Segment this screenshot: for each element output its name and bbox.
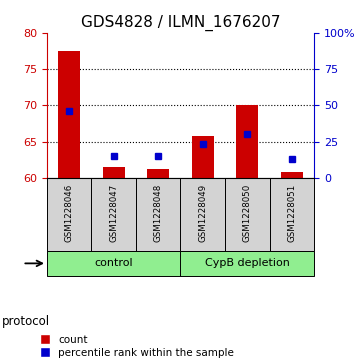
Text: CypB depletion: CypB depletion [205, 258, 290, 268]
Bar [270, 178, 314, 251]
Bar [47, 251, 180, 276]
Bar [280, 172, 303, 178]
Text: control: control [95, 258, 133, 268]
Bar [236, 105, 258, 178]
Text: GSM1228048: GSM1228048 [154, 184, 163, 242]
Text: GSM1228051: GSM1228051 [287, 184, 296, 242]
Bar [91, 178, 136, 251]
Bar [192, 136, 214, 178]
Bar [58, 51, 80, 178]
Bar [225, 178, 270, 251]
Text: GSM1228046: GSM1228046 [65, 184, 74, 242]
Bar [103, 167, 125, 178]
Bar [180, 178, 225, 251]
Bar [147, 170, 169, 178]
Bar [180, 251, 314, 276]
Bar [47, 178, 91, 251]
Text: GSM1228049: GSM1228049 [198, 184, 207, 242]
Title: GDS4828 / ILMN_1676207: GDS4828 / ILMN_1676207 [81, 15, 280, 31]
Legend: count, percentile rank within the sample: count, percentile rank within the sample [41, 335, 234, 358]
Text: GSM1228050: GSM1228050 [243, 184, 252, 242]
Bar [136, 178, 180, 251]
Text: GSM1228047: GSM1228047 [109, 184, 118, 242]
Text: protocol: protocol [2, 315, 50, 328]
